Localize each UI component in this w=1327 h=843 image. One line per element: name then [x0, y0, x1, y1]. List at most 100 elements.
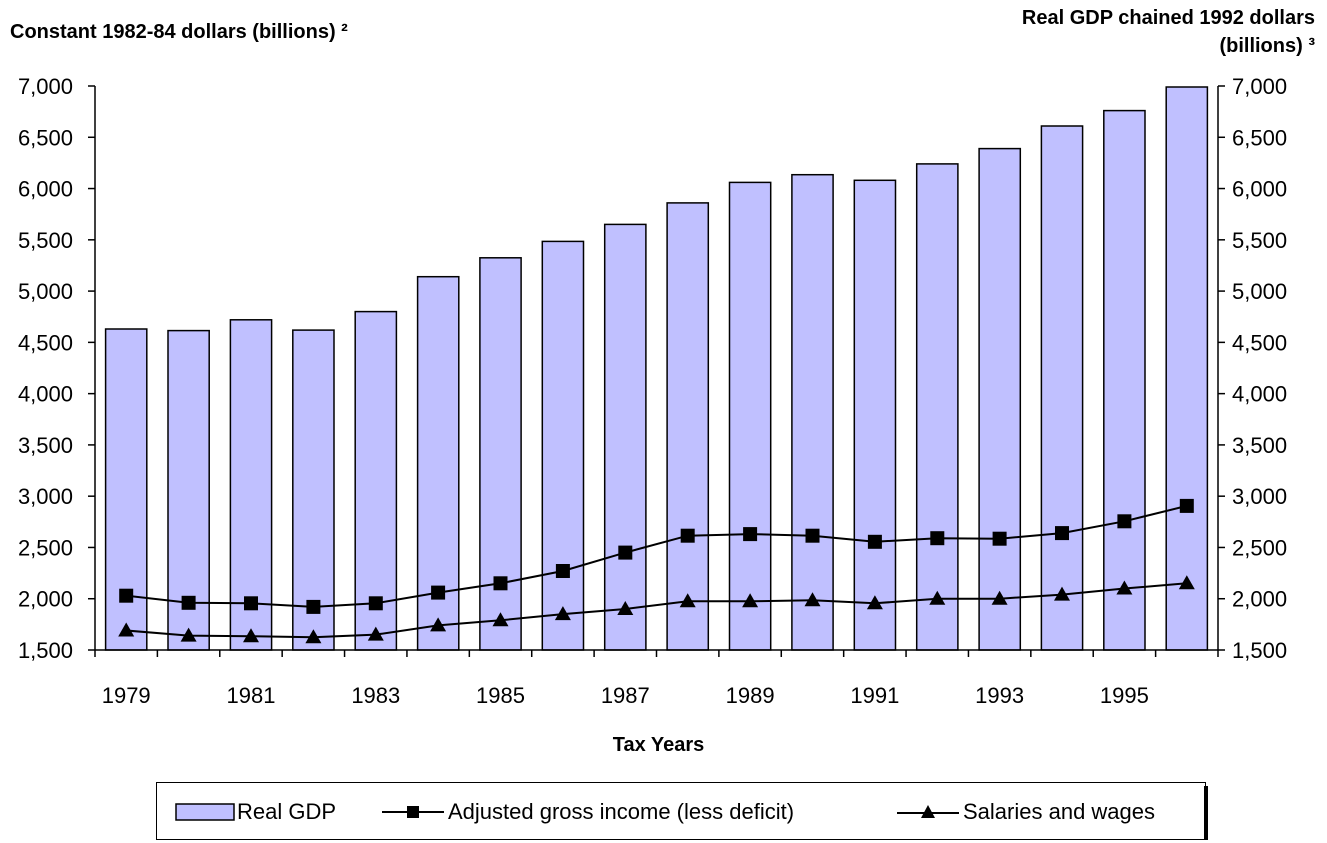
point-agi-1989: [743, 527, 758, 542]
point-salaries-1983: [367, 626, 384, 641]
legend: Real GDP Adjusted gross income (less def…: [156, 782, 1206, 840]
left-y-tick-label: 5,500: [18, 228, 73, 253]
point-salaries-1987: [617, 601, 634, 615]
legend-item-real-gdp: Real GDP: [175, 783, 336, 841]
point-agi-1981: [244, 596, 258, 611]
legend-label-salaries: Salaries and wages: [963, 799, 1156, 824]
point-agi-1991: [867, 534, 882, 549]
legend-triangle-marker-icon: [897, 805, 959, 818]
x-tick-label-1993: 1993: [975, 683, 1024, 708]
right-y-tick-label: 7,000: [1232, 74, 1287, 99]
right-y-tick-label: 6,500: [1232, 125, 1287, 150]
right-y-tick-label: 1,500: [1232, 638, 1287, 663]
x-tick-label-1985: 1985: [476, 683, 525, 708]
left-y-tick-label: 3,500: [18, 433, 73, 458]
point-agi-1983: [368, 596, 383, 611]
bar-real-gdp-1993: [978, 147, 1022, 651]
point-salaries-1994: [1054, 586, 1070, 601]
bar-real-gdp-1986: [541, 240, 585, 651]
left-y-tick-label: 3,000: [18, 484, 73, 509]
point-salaries-1980: [180, 627, 197, 642]
right-axis-title-line-2: (billions) ³: [1219, 35, 1315, 57]
point-salaries-1992: [929, 590, 946, 605]
bar-real-gdp-1981: [229, 319, 273, 651]
legend-item-salaries: Salaries and wages: [897, 783, 1155, 841]
x-tick-label-1979: 1979: [102, 683, 151, 708]
point-agi-1984: [431, 585, 446, 600]
left-y-tick-label: 1,500: [18, 638, 73, 663]
point-agi-1995: [1117, 514, 1132, 529]
left-axis-title: Constant 1982-84 dollars (billions) ²: [10, 21, 348, 43]
x-tick-label-1983: 1983: [351, 683, 400, 708]
bar-real-gdp-1991: [853, 179, 897, 651]
point-salaries-1993: [991, 590, 1008, 605]
legend-label-real-gdp: Real GDP: [237, 799, 337, 824]
point-salaries-1996: [1178, 575, 1195, 590]
point-salaries-1989: [742, 593, 759, 608]
left-y-tick-label: 2,000: [18, 587, 73, 612]
line-salaries: [126, 582, 1187, 639]
line-agi: [126, 504, 1188, 608]
bar-real-gdp-1994: [1040, 125, 1084, 651]
bar-real-gdp-1995: [1103, 109, 1146, 651]
bar-real-gdp-1990: [791, 173, 834, 651]
bar-real-gdp-1988: [666, 202, 710, 651]
point-agi-1992: [930, 531, 945, 546]
point-salaries-1988: [679, 593, 696, 608]
x-tick-label-1989: 1989: [726, 683, 775, 708]
left-y-tick-label: 5,000: [18, 279, 73, 304]
legend-bar-swatch-icon: [175, 803, 235, 821]
bar-real-gdp-1982: [292, 329, 335, 651]
legend-shadow: [1204, 786, 1208, 840]
bars-group: [104, 86, 1209, 651]
right-y-tick-label: 3,500: [1232, 433, 1287, 458]
left-y-tick-label: 4,500: [18, 330, 73, 355]
legend-label-agi: Adjusted gross income (less deficit): [448, 799, 795, 824]
left-y-tick-label: 7,000: [18, 74, 73, 99]
point-agi-1986: [555, 564, 570, 578]
x-tick-label-1981: 1981: [227, 683, 276, 708]
left-y-tick-label: 4,000: [18, 382, 73, 407]
bar-real-gdp-1996: [1165, 86, 1209, 651]
right-y-tick-label: 3,000: [1232, 484, 1287, 509]
x-tick-label-1991: 1991: [850, 683, 899, 708]
point-agi-1982: [306, 599, 321, 614]
legend-square-marker-icon: [382, 806, 444, 818]
point-salaries-1979: [118, 622, 135, 637]
right-axis-title-line-1: Real GDP chained 1992 dollars: [1021, 7, 1315, 29]
bar-real-gdp-1985: [479, 257, 522, 651]
left-y-tick-label: 6,500: [18, 125, 73, 150]
point-agi-1996: [1179, 498, 1194, 513]
point-salaries-1990: [804, 592, 821, 607]
point-agi-1980: [181, 595, 196, 610]
point-salaries-1991: [866, 595, 883, 610]
point-agi-1990: [805, 528, 820, 543]
right-y-tick-label: 2,500: [1232, 535, 1287, 560]
x-axis-title: Tax Years: [612, 734, 705, 756]
right-y-tick-label: 4,500: [1232, 330, 1287, 355]
point-agi-1994: [1055, 526, 1069, 541]
right-axis-title: Real GDP chained 1992 dollars (billions)…: [1022, 4, 1315, 60]
bar-real-gdp-1987: [603, 223, 647, 651]
x-tick-label-1987: 1987: [601, 683, 650, 708]
point-agi-1979: [119, 588, 134, 603]
left-y-tick-label: 6,000: [18, 177, 73, 202]
bar-real-gdp-1989: [728, 181, 772, 651]
left-y-tick-label: 2,500: [18, 535, 73, 560]
right-y-tick-label: 2,000: [1232, 587, 1287, 612]
point-salaries-1986: [554, 606, 571, 621]
right-y-tick-label: 5,000: [1232, 279, 1287, 304]
right-y-tick-label: 4,000: [1232, 382, 1287, 407]
bar-real-gdp-1992: [915, 163, 959, 651]
axes-group: 1,500 1,500 2,000 2,000 2,500 2,500 3,000 3,000…: [18, 74, 1287, 708]
point-salaries-1985: [492, 612, 509, 627]
point-salaries-1984: [430, 617, 447, 632]
right-y-tick-label: 5,500: [1232, 228, 1287, 253]
point-salaries-1981: [243, 628, 259, 643]
point-agi-1993: [992, 531, 1007, 546]
point-agi-1988: [680, 528, 695, 543]
right-y-tick-label: 6,000: [1232, 177, 1287, 202]
point-salaries-1982: [305, 629, 322, 644]
x-tick-label-1995: 1995: [1100, 683, 1149, 708]
